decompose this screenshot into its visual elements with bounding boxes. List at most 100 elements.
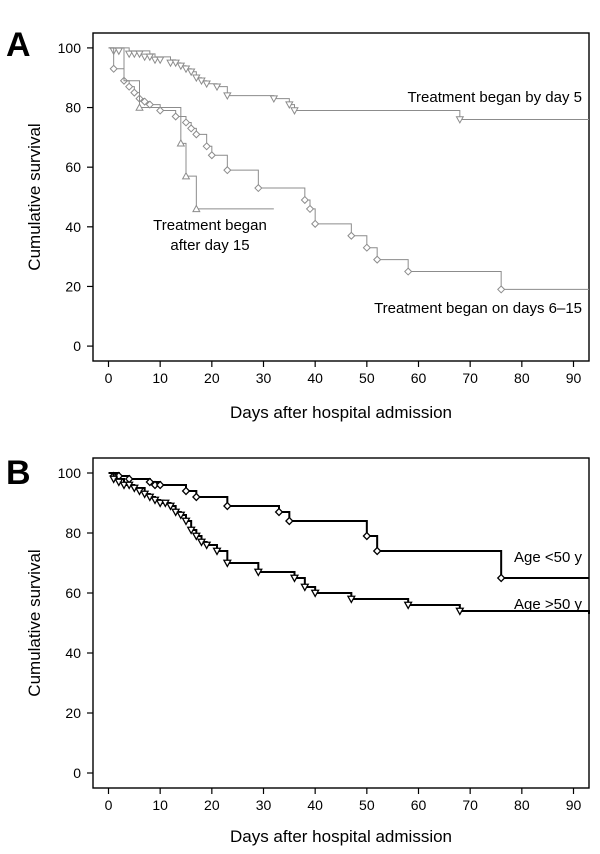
panel-b-x-tick-label-40: 40 <box>307 797 323 813</box>
panel-b-plot-frame <box>92 457 590 789</box>
panel-a-y-tick-label-40: 40 <box>65 219 81 235</box>
panel-b-x-tick-label-80: 80 <box>514 797 530 813</box>
panel-b-series-1-marker <box>165 502 176 511</box>
panel-a-x-tick-label-30: 30 <box>256 370 272 386</box>
panel-a-y-tick-label-0: 0 <box>73 338 81 354</box>
panel-a-series-1-marker <box>109 64 118 73</box>
panel-b-series-1-marker <box>212 547 222 556</box>
panel-b-series-0-marker <box>223 501 232 511</box>
panel-b-series-0-marker <box>372 546 382 556</box>
panel-b-series-0-marker <box>181 486 191 496</box>
panel-a-series-1-marker <box>156 106 165 115</box>
panel-a: A 0 10 20 30 40 50 60 70 80 90 0 20 40 60 80 100 Treatm… <box>6 26 590 422</box>
panel-a-annotation-0: Treatment began by day 5 <box>407 89 582 106</box>
panel-a-x-tick-label-80: 80 <box>514 370 530 386</box>
panel-a-series-1-marker <box>202 142 211 151</box>
panel-b-y-tick-label-20: 20 <box>65 705 81 721</box>
panel-a-series-0-marker <box>114 47 124 56</box>
panel-a-series-0-marker <box>223 92 232 101</box>
panel-a-series-0-marker <box>290 107 299 115</box>
panel-a-series-0-marker <box>150 56 160 65</box>
panel-b-series-1-marker <box>191 532 201 541</box>
panel-b-series-1-marker <box>186 526 196 535</box>
panel-b-annotation-0: Age <50 y <box>514 549 582 566</box>
panel-a-series-1-marker <box>187 124 196 133</box>
panel-b-series-0-marker <box>362 531 372 541</box>
panel-b-y-tick-label-0: 0 <box>73 765 81 781</box>
panel-a-series-1-marker <box>171 112 180 121</box>
panel-a-series <box>108 47 589 294</box>
panel-a-series-2-marker <box>181 171 191 180</box>
panel-a-series-0-marker <box>130 50 139 59</box>
panel-a-series-1-marker <box>125 82 134 91</box>
panel-a-tick-labels: 0 10 20 30 40 50 60 70 80 90 0 20 40 60 80 100 <box>58 40 582 386</box>
panel-a-annotations: Treatment began by day 5 Treatment began a… <box>153 89 582 317</box>
panel-a-series-1-marker <box>181 118 191 127</box>
panel-b-series-1-marker <box>222 559 232 568</box>
panel-a-series-1-marker <box>311 219 320 228</box>
panel-b-x-tick-label-90: 90 <box>566 797 582 813</box>
panel-a-series-1-marker <box>305 204 315 214</box>
panel-a-y-tick-label-80: 80 <box>65 100 81 116</box>
panel-b-series-1-marker <box>181 517 191 526</box>
panel-a-x-tick-label-0: 0 <box>105 370 113 386</box>
panel-a-y-tick-label-100: 100 <box>58 40 82 56</box>
panel-a-y-axis-title: Cumulative survival <box>25 123 44 270</box>
panel-b-series <box>108 471 590 616</box>
panel-a-series-2-marker <box>176 138 186 147</box>
panel-b-y-tick-label-100: 100 <box>58 465 82 481</box>
panel-a-series-1-marker <box>223 166 232 175</box>
panel-a-series-0-marker <box>202 80 211 89</box>
panel-b: B 0 10 20 30 40 50 60 70 80 90 0 20 40 60 80 100 Age <5… <box>6 454 590 846</box>
panel-a-series-1-marker <box>347 231 356 240</box>
panel-b-x-tick-label-60: 60 <box>411 797 427 813</box>
panel-a-series-0-marker <box>155 56 165 65</box>
panel-a-series-1-marker <box>362 243 371 252</box>
panel-b-series-0-marker <box>145 477 155 487</box>
panel-a-series-1-marker <box>254 183 263 193</box>
panel-a-series-0-marker <box>124 50 134 59</box>
panel-a-series-0-marker <box>212 83 222 92</box>
panel-a-x-tick-label-10: 10 <box>152 370 168 386</box>
panel-b-series-0-marker <box>155 480 165 490</box>
panel-b-series-1-marker <box>155 499 165 508</box>
panel-a-series-0-marker <box>186 68 196 77</box>
panel-a-x-tick-label-60: 60 <box>411 370 427 386</box>
panel-a-x-tick-label-20: 20 <box>204 370 220 386</box>
panel-b-annotations: Age <50 y Age >50 y <box>514 549 582 613</box>
panel-b-y-tick-label-60: 60 <box>65 585 81 601</box>
panel-a-series-1-marker <box>497 285 506 294</box>
panel-a-series-2-marker <box>192 204 201 213</box>
panel-a-annotation-2: after day 15 <box>170 237 249 254</box>
panel-b-x-tick-label-20: 20 <box>204 797 220 813</box>
panel-b-ticks <box>87 472 575 794</box>
panel-b-series-1-marker <box>119 481 129 490</box>
panel-b-series-0-marker <box>192 492 201 502</box>
panel-a-annotation-1: Treatment began <box>153 217 267 234</box>
panel-b-annotation-1: Age >50 y <box>514 596 582 613</box>
panel-b-x-tick-label-30: 30 <box>256 797 272 813</box>
panel-b-series-0-marker <box>274 507 284 517</box>
panel-b-x-tick-label-0: 0 <box>105 797 113 813</box>
panel-a-series-1-marker <box>404 267 413 276</box>
panel-a-ticks <box>87 47 575 367</box>
panel-a-x-tick-label-90: 90 <box>566 370 582 386</box>
panel-a-annotation-3: Treatment began on days 6–15 <box>374 300 582 317</box>
panel-a-y-tick-label-60: 60 <box>65 159 81 175</box>
panel-b-series-1-line <box>108 472 590 614</box>
panel-b-series-1-marker <box>346 595 356 604</box>
panel-b-y-axis-title: Cumulative survival <box>25 549 44 696</box>
panel-a-series-1-marker <box>300 195 309 205</box>
panel-a-series-0-marker <box>140 53 149 62</box>
panel-a-series-0-marker <box>269 95 279 104</box>
panel-b-x-axis-title: Days after hospital admission <box>230 827 452 846</box>
panel-a-x-axis-title: Days after hospital admission <box>230 403 452 422</box>
panel-b-series-1-marker <box>455 607 465 616</box>
panel-b-letter: B <box>6 454 31 492</box>
panel-b-y-tick-label-80: 80 <box>65 525 81 541</box>
panel-b-tick-labels: 0 10 20 30 40 50 60 70 80 90 0 20 40 60 80 100 <box>58 465 582 813</box>
panel-b-x-tick-label-70: 70 <box>462 797 478 813</box>
panel-a-series-1-marker <box>192 130 201 139</box>
panel-a-plot-frame <box>92 32 590 362</box>
